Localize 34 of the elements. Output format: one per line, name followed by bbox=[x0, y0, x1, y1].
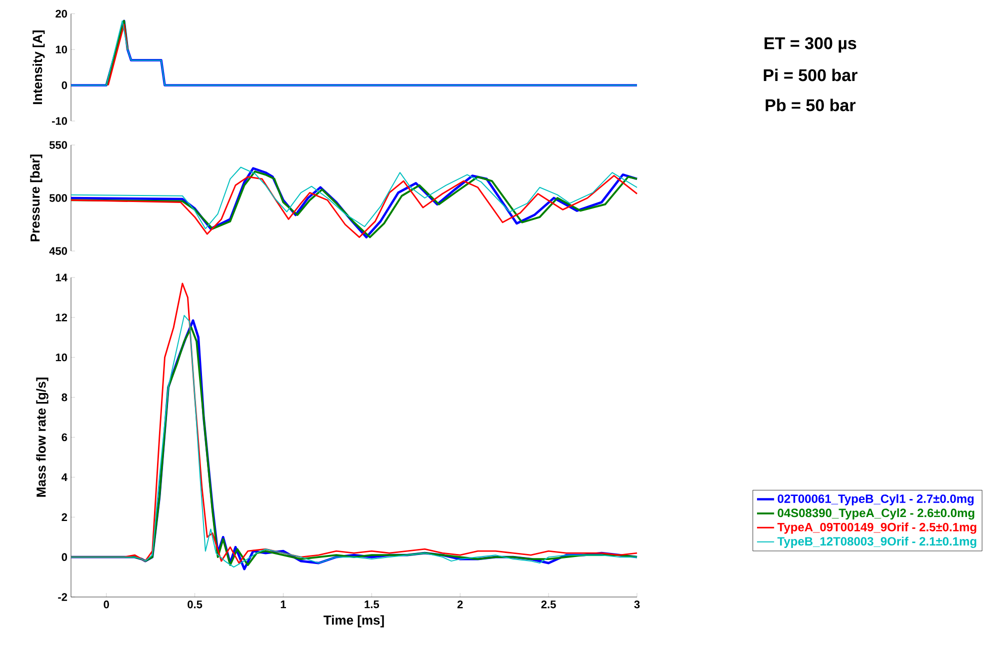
y-axis-title: Mass flow rate [g/s] bbox=[36, 378, 48, 497]
y-tick-label: 6 bbox=[62, 433, 68, 442]
y-tick-label: 14 bbox=[56, 274, 68, 282]
legend-label: 04S08390_TypeA_Cyl2 - 2.6±0.0mg bbox=[778, 508, 974, 520]
y-tick-label: 500 bbox=[49, 194, 68, 202]
y-tick-label: 20 bbox=[56, 10, 68, 18]
legend-label: 02T00061_TypeB_Cyl1 - 2.7±0.0mg bbox=[778, 494, 974, 506]
y-tick-label: 550 bbox=[49, 141, 68, 149]
x-tick-label: 2.5 bbox=[541, 600, 556, 608]
x-tick-label: 0.5 bbox=[188, 600, 202, 608]
y-tick-label: 450 bbox=[49, 247, 68, 255]
y-tick-label: -2 bbox=[58, 593, 68, 601]
y-tick-label: -10 bbox=[52, 117, 68, 125]
x-tick-label: 0 bbox=[104, 600, 109, 608]
text: ET = 300 µs bbox=[764, 37, 856, 53]
y-axis-title: Pressure [bar] bbox=[30, 154, 42, 242]
y-axis-title: Intensity [A] bbox=[32, 30, 45, 104]
y-tick-label: 0 bbox=[62, 81, 68, 90]
legend-label: TypeA_09T00149_9Orif - 2.5±0.1mg bbox=[777, 522, 976, 534]
legend-label: TypeB_12T08003_9Orif - 2.1±0.1mg bbox=[777, 536, 976, 548]
y-tick-label: 10 bbox=[56, 353, 68, 362]
y-tick-label: 4 bbox=[62, 473, 68, 481]
y-tick-label: 12 bbox=[56, 314, 68, 322]
x-tick-label: 1 bbox=[280, 600, 286, 608]
x-tick-label: 2 bbox=[457, 600, 463, 608]
y-tick-label: 2 bbox=[62, 513, 68, 521]
y-tick-label: 0 bbox=[62, 553, 68, 561]
x-axis-title: Time [ms] bbox=[324, 615, 384, 628]
x-tick-label: 3 bbox=[634, 600, 640, 608]
text: Pi = 500 bar bbox=[764, 68, 858, 82]
text: Pb = 50 bar bbox=[766, 98, 856, 112]
y-tick-label: 8 bbox=[62, 393, 68, 402]
y-tick-label: 10 bbox=[56, 46, 68, 54]
x-tick-label: 1.5 bbox=[364, 600, 380, 608]
